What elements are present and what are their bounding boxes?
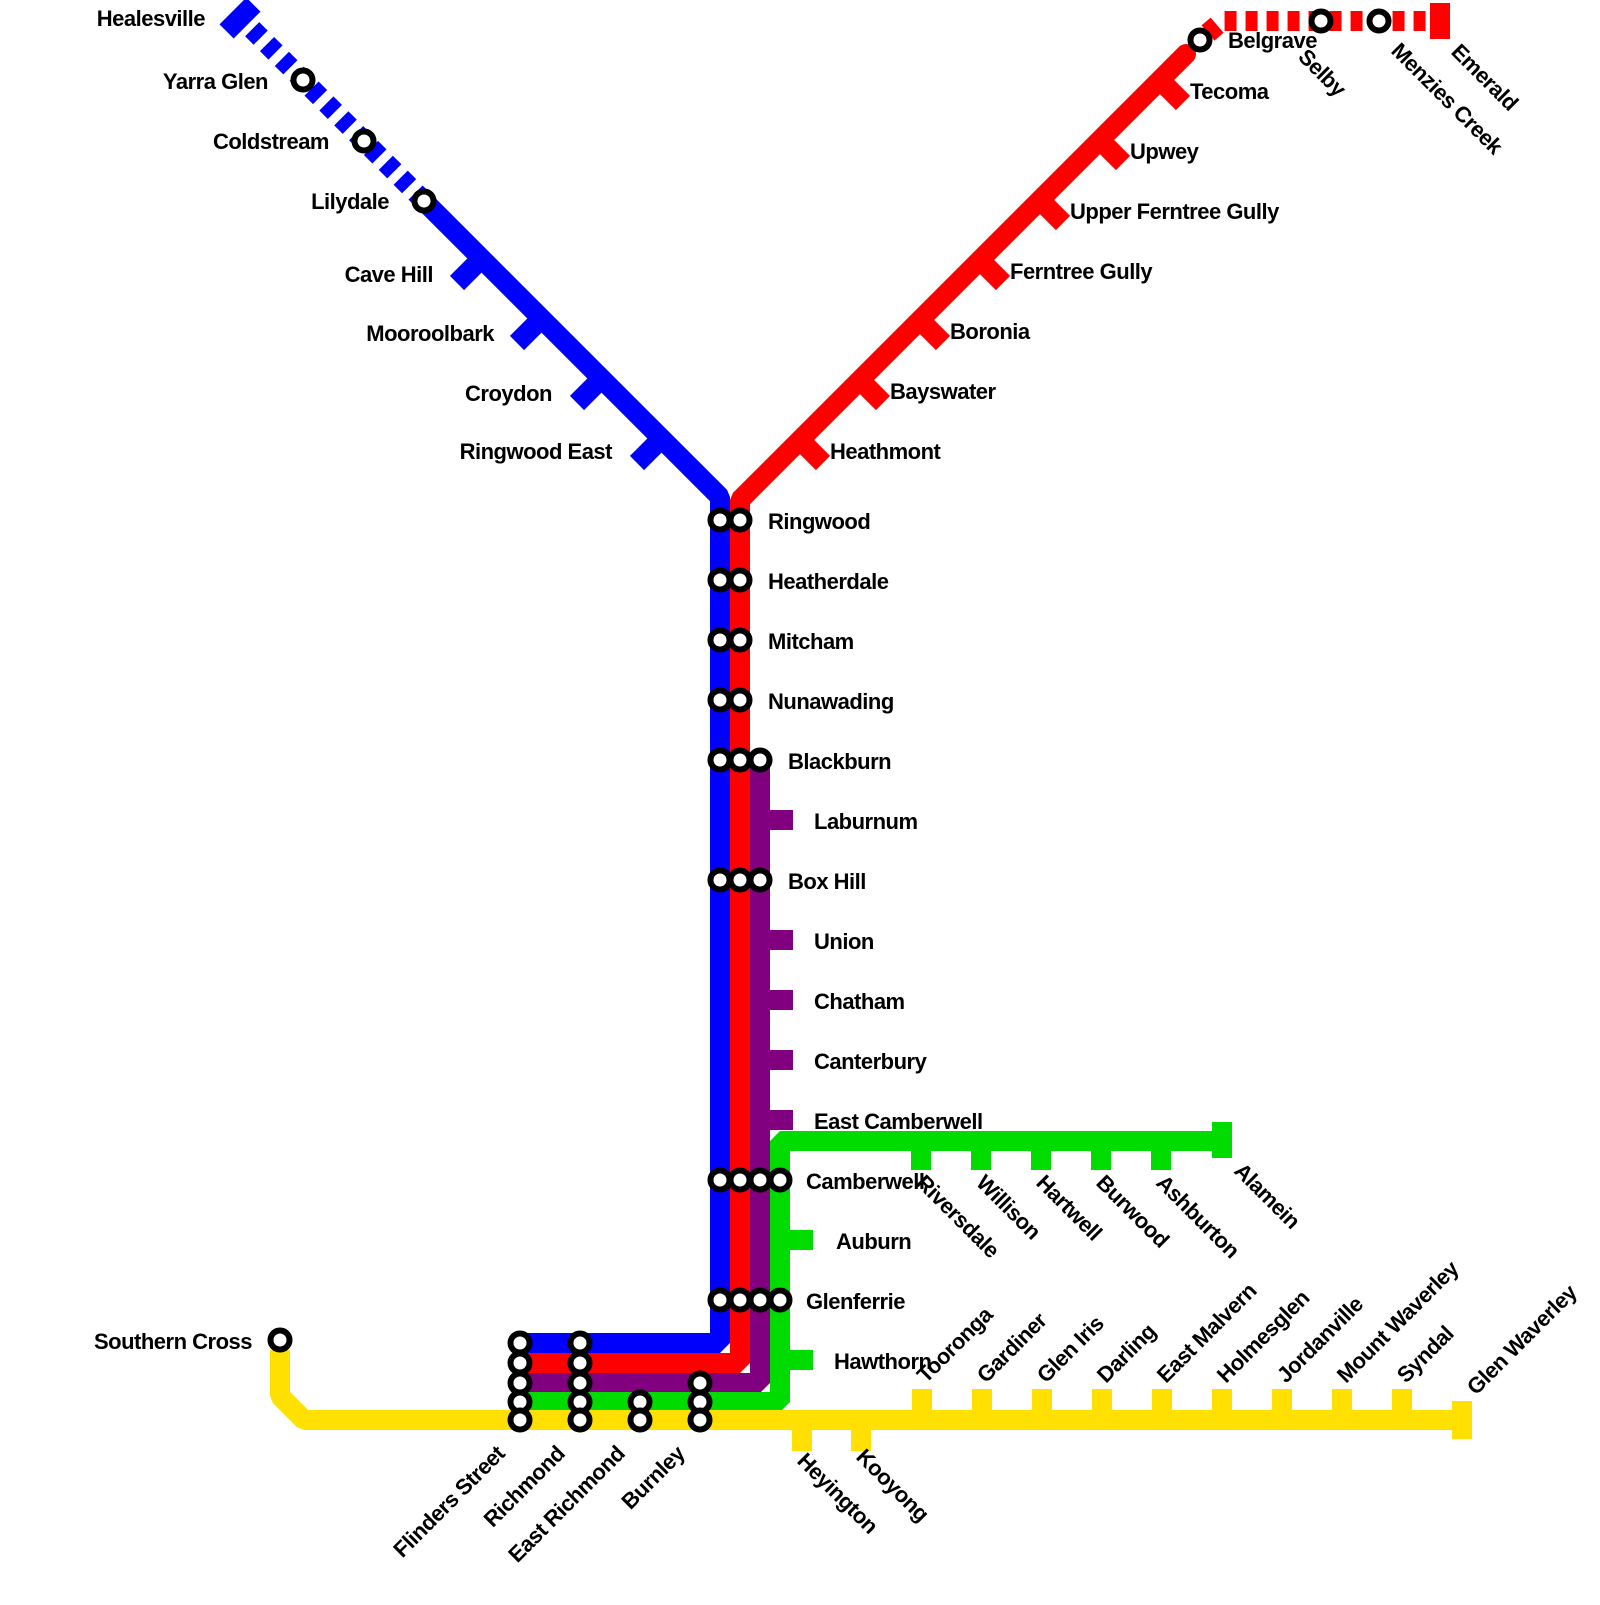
station-circle-heatherdale-1	[727, 567, 753, 593]
station-circle-flinders-street-0	[507, 1330, 533, 1356]
station-circle-nunawading-0	[707, 687, 733, 713]
station-label-east-camberwell: East Camberwell	[814, 1109, 983, 1134]
station-circle-heatherdale-0	[707, 567, 733, 593]
station-circle-glenferrie-1	[727, 1287, 753, 1313]
station-label-hawthorn: Hawthorn	[834, 1349, 932, 1374]
station-circle-richmond-1	[567, 1350, 593, 1376]
route-yellow-line-solid	[270, 1350, 1453, 1430]
station-circle-coldstream	[351, 128, 377, 154]
station-label-croydon: Croydon	[465, 381, 552, 406]
station-label-southern-cross: Southern Cross	[94, 1329, 252, 1354]
station-circle-lilydale	[411, 188, 437, 214]
station-tick-bayswater	[852, 372, 891, 411]
station-circle-glenferrie-2	[747, 1287, 773, 1313]
station-label-upwey: Upwey	[1130, 139, 1200, 164]
station-circle-menzies-creek	[1366, 8, 1392, 34]
station-tick-ringwood-east	[629, 432, 668, 471]
station-circle-richmond-0	[567, 1330, 593, 1356]
station-circle-flinders-street-4	[507, 1407, 533, 1433]
station-tick-boronia	[912, 312, 951, 351]
station-circle-camberwell-3	[767, 1167, 793, 1193]
station-circle-blackburn-2	[747, 747, 773, 773]
route-red-line-solid	[510, 44, 1196, 1373]
station-circle-nunawading-1	[727, 687, 753, 713]
station-label-mooroolbark: Mooroolbark	[366, 321, 495, 346]
station-circle-camberwell-1	[727, 1167, 753, 1193]
station-circle-richmond-4	[567, 1407, 593, 1433]
terminus-bar-blue-line-0	[219, 0, 261, 39]
station-label-cave-hill: Cave Hill	[345, 262, 433, 287]
station-label-camberwell: Camberwell	[806, 1169, 925, 1194]
station-label-box-hill: Box Hill	[788, 869, 866, 894]
station-circle-box-hill-1	[727, 867, 753, 893]
station-tick-upper-ferntree-gully	[1032, 192, 1071, 231]
station-circle-box-hill-2	[747, 867, 773, 893]
station-label-yarra-glen: Yarra Glen	[163, 69, 268, 94]
route-purple-line-solid	[510, 750, 770, 1393]
station-tick-croydon	[569, 372, 608, 411]
route-blue-line-dashed	[232, 9, 432, 209]
station-label-laburnum: Laburnum	[814, 809, 918, 834]
station-circle-camberwell-2	[747, 1167, 773, 1193]
station-label-belgrave: Belgrave	[1228, 28, 1317, 53]
station-label-boronia: Boronia	[950, 319, 1031, 344]
station-label-lilydale: Lilydale	[311, 189, 389, 214]
station-circle-yarra-glen	[290, 67, 316, 93]
station-label-ferntree-gully: Ferntree Gully	[1010, 259, 1153, 284]
station-label-blackburn: Blackburn	[788, 749, 891, 774]
station-tick-heathmont	[792, 432, 831, 471]
route-red-line-dashed	[1201, 10, 1432, 41]
station-label-canterbury: Canterbury	[814, 1049, 928, 1074]
station-label-healesville: Healesville	[97, 6, 206, 31]
station-label-tecoma: Tecoma	[1190, 79, 1270, 104]
station-circle-glenferrie-3	[767, 1287, 793, 1313]
station-label-ringwood-east: Ringwood East	[460, 439, 614, 464]
station-circle-selby	[1308, 8, 1334, 34]
station-circle-flinders-street-1	[507, 1350, 533, 1376]
station-circle-east-richmond-1	[627, 1407, 653, 1433]
station-circle-southern-cross	[267, 1327, 293, 1353]
station-label-ringwood: Ringwood	[768, 509, 870, 534]
route-blue-line-solid	[414, 191, 730, 1353]
station-tick-cave-hill	[449, 252, 488, 291]
station-label-glenferrie: Glenferrie	[806, 1289, 905, 1314]
station-label-union: Union	[814, 929, 874, 954]
station-circle-mitcham-0	[707, 627, 733, 653]
station-circle-ringwood-1	[727, 507, 753, 533]
station-circle-mitcham-1	[727, 627, 753, 653]
station-label-nunawading: Nunawading	[768, 689, 894, 714]
station-label-heathmont: Heathmont	[830, 439, 942, 464]
station-label-upper-ferntree-gully: Upper Ferntree Gully	[1070, 199, 1280, 224]
station-circle-glenferrie-0	[707, 1287, 733, 1313]
station-circle-blackburn-0	[707, 747, 733, 773]
station-label-coldstream: Coldstream	[213, 129, 329, 154]
station-circle-camberwell-0	[707, 1167, 733, 1193]
station-tick-mooroolbark	[509, 312, 548, 351]
station-tick-upwey	[1092, 132, 1131, 171]
station-label-heatherdale: Heatherdale	[768, 569, 889, 594]
station-circle-belgrave	[1187, 27, 1213, 53]
station-tick-tecoma	[1152, 72, 1191, 111]
station-label-auburn: Auburn	[836, 1229, 911, 1254]
station-circle-box-hill-0	[707, 867, 733, 893]
station-label-bayswater: Bayswater	[890, 379, 997, 404]
station-tick-ferntree-gully	[972, 252, 1011, 291]
station-label-mitcham: Mitcham	[768, 629, 854, 654]
station-circle-burnley-2	[687, 1407, 713, 1433]
station-circle-ringwood-0	[707, 507, 733, 533]
station-label-chatham: Chatham	[814, 989, 905, 1014]
station-circle-blackburn-1	[727, 747, 753, 773]
